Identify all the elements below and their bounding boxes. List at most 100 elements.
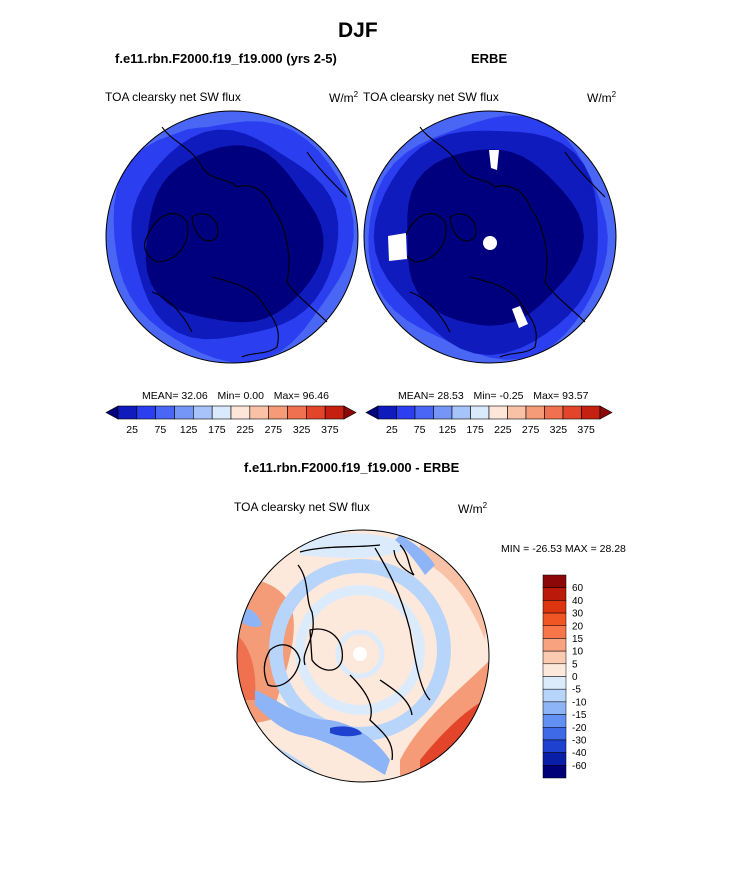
missing-patch <box>512 306 528 328</box>
colorbar-cell <box>365 405 379 420</box>
diff-map-border <box>236 529 490 783</box>
colorbar-cell <box>542 574 567 588</box>
obs-case-title: ERBE <box>471 51 508 66</box>
colorbar-cell <box>488 405 508 420</box>
diff-coastlines <box>263 544 431 761</box>
colorbar-tick-label: -15 <box>572 710 587 721</box>
map-border <box>363 110 617 364</box>
model-units-label: W/m2 <box>329 90 359 105</box>
diff-ring-cool-inner <box>295 585 425 715</box>
colorbar-cell <box>542 727 567 741</box>
obs-colorbar: 25 75 125 175 225 275 325 375 <box>365 405 613 436</box>
colorbar-cell <box>155 405 175 420</box>
colorbar-cell <box>433 405 453 420</box>
colorbar-cell <box>542 600 567 614</box>
model-mean-label: MEAN= <box>142 390 179 402</box>
colorbar-cell <box>451 405 471 420</box>
colorbar-tick-label: 10 <box>572 647 584 658</box>
colorbar-cell <box>542 714 567 728</box>
colorbar-tick-label: -60 <box>572 761 587 772</box>
colorbar-tick-label: 225 <box>494 424 512 436</box>
colorbar-cell <box>542 650 567 665</box>
colorbar-cell <box>542 612 567 626</box>
colorbar-cell <box>174 405 194 420</box>
colorbar-cell <box>525 405 545 420</box>
diff-north-cool-region <box>300 533 410 558</box>
coastline <box>263 644 301 687</box>
obs-min-label: Min= <box>473 390 497 402</box>
model-stats: MEAN= 32.06 Min= 0.00 Max= 96.46 <box>142 390 329 402</box>
colorbar-cell <box>211 405 232 420</box>
diff-pole-missing <box>353 647 367 661</box>
colorbar-tick-label: 15 <box>572 634 584 645</box>
colorbar-cell <box>542 739 567 753</box>
diff-minmax-text: MIN = -26.53 MAX = 28.28 <box>501 543 626 555</box>
colorbar-tick-label: 325 <box>293 424 311 436</box>
model-min-label: Min= <box>217 390 241 402</box>
colorbar-tick-label: 275 <box>265 424 283 436</box>
colorbar-cell <box>542 688 567 703</box>
contour-band <box>407 149 584 326</box>
colorbar-cell <box>542 638 567 652</box>
coastline <box>161 126 273 208</box>
coastline <box>374 547 431 701</box>
diff-units-label: W/m2 <box>458 501 488 516</box>
colorbar-tick-label: 75 <box>155 424 167 436</box>
coastline <box>191 213 219 242</box>
colorbar-cell <box>230 405 251 420</box>
model-mean-value: 32.06 <box>181 390 208 402</box>
obs-max-value: 93.57 <box>562 390 589 402</box>
colorbar-cell <box>396 405 416 420</box>
colorbar-cell <box>542 625 567 639</box>
obs-mean-label: MEAN= <box>398 390 435 402</box>
colorbar-tick-label: -10 <box>572 697 587 708</box>
colorbar-tick-label: 20 <box>572 621 584 632</box>
colorbar-tick-label: 125 <box>180 424 198 436</box>
colorbar-tick-label: 275 <box>522 424 540 436</box>
model-polar-map <box>105 110 359 364</box>
colorbar-tick-label: 40 <box>572 596 584 607</box>
coastline <box>564 151 606 198</box>
colorbar-tick-label: 175 <box>208 424 226 436</box>
colorbar-cell <box>542 752 567 766</box>
colorbar-cell <box>542 676 567 690</box>
colorbar-tick-label: 325 <box>550 424 568 436</box>
colorbar-cell <box>544 405 564 420</box>
model-max-label: Max= <box>273 390 300 402</box>
colorbar-cell <box>306 405 326 420</box>
coastline <box>297 544 415 666</box>
obs-units-label: W/m2 <box>587 90 617 105</box>
diff-sea-cool-patch <box>330 726 362 737</box>
main-title: DJF <box>338 19 378 42</box>
colorbar-cell <box>324 405 345 420</box>
colorbar-cell <box>343 405 357 420</box>
coastline <box>306 151 348 198</box>
obs-stats: MEAN= 28.53 Min= -0.25 Max= 93.57 <box>398 390 588 402</box>
colorbar-tick-label: 25 <box>126 424 138 436</box>
coastline <box>529 206 586 323</box>
colorbar-tick-label: 375 <box>577 424 595 436</box>
colorbar-tick-label: -20 <box>572 723 587 734</box>
colorbar-tick-label: 30 <box>572 609 584 620</box>
coastline <box>469 276 537 358</box>
missing-patch <box>388 233 407 261</box>
colorbar-cell <box>105 405 119 420</box>
colorbar-tick-label: 225 <box>236 424 254 436</box>
colorbar-tick-label: 0 <box>572 672 578 683</box>
model-min-value: 0.00 <box>243 390 264 402</box>
colorbar-cell <box>268 405 288 420</box>
colorbar-tick-label: 60 <box>572 583 584 594</box>
coastline <box>449 213 477 242</box>
coastlines <box>143 126 348 358</box>
colorbar-tick-label: 125 <box>439 424 457 436</box>
obs-mean-value: 28.53 <box>437 390 464 402</box>
diff-case-title: f.e11.rbn.F2000.f19_f19.000 - ERBE <box>244 460 460 475</box>
contour-band <box>145 145 324 323</box>
diff-land-cool-band <box>255 690 390 775</box>
colorbar-cell <box>193 405 213 420</box>
colorbar-cell <box>136 405 156 420</box>
colorbar-cell <box>562 405 582 420</box>
colorbar-tick-label: 25 <box>386 424 398 436</box>
